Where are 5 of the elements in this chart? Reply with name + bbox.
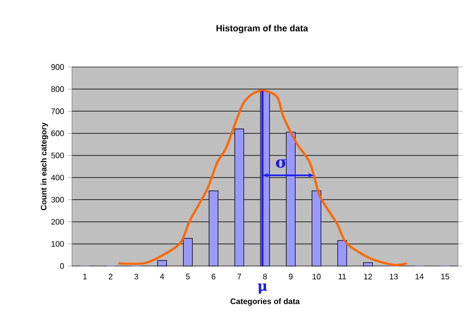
chart-title: Histogram of the data <box>216 24 308 34</box>
ref-line-label: μ <box>258 284 268 294</box>
bar <box>363 262 373 266</box>
line-series <box>117 90 408 266</box>
bar <box>157 260 167 266</box>
